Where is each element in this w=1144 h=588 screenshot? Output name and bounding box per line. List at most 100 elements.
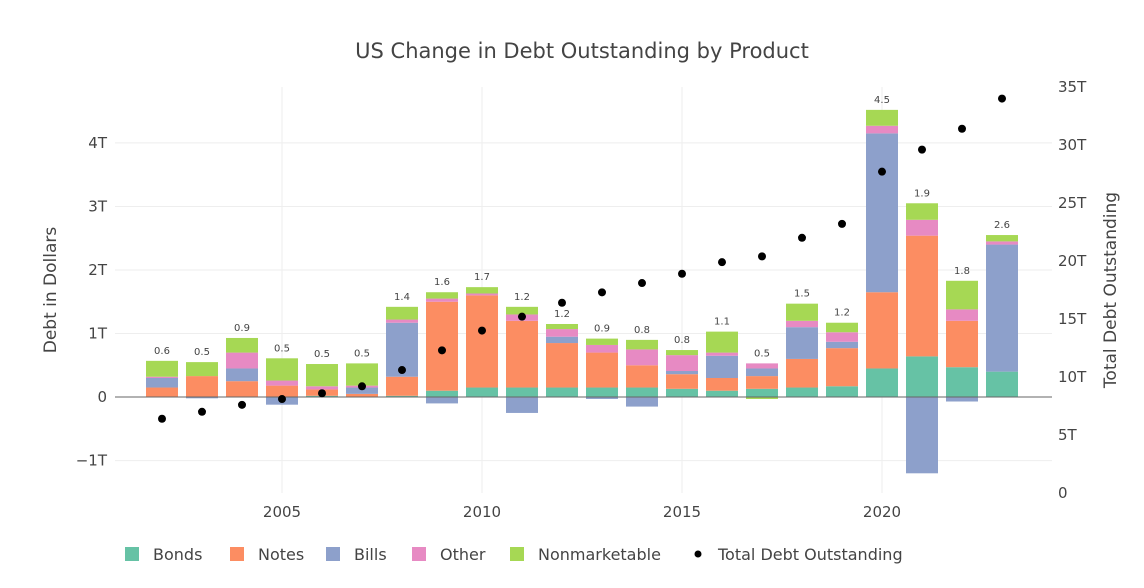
bar-other-2018	[786, 320, 818, 328]
bar-nonmarketable-2010	[466, 287, 498, 294]
bar-bonds-2019	[826, 386, 858, 398]
bars	[146, 109, 1018, 474]
y2-tick-label: 10T	[1058, 368, 1087, 386]
bar-bills-2017	[746, 368, 778, 377]
bar-bills-2022	[946, 397, 978, 402]
bar-bonds-2021	[906, 356, 938, 398]
total-debt-point-2008	[398, 366, 406, 375]
bar-notes-2013	[586, 352, 618, 388]
y2-axis-title: Total Debt Outstanding	[1101, 192, 1121, 389]
bar-nonmarketable-2002	[146, 360, 178, 377]
bar-bills-2021	[906, 397, 938, 474]
bar-notes-2018	[786, 358, 818, 388]
bar-bonds-2012	[546, 387, 578, 398]
data-label-2017: 0.5	[754, 348, 770, 359]
total-debt-point-2009	[438, 346, 446, 355]
bar-nonmarketable-2003	[186, 362, 218, 377]
total-debt-point-2013	[598, 288, 606, 297]
data-label-2016: 1.1	[714, 317, 730, 328]
legend-marker-other	[412, 547, 426, 561]
bar-other-2015	[666, 355, 698, 372]
bar-bonds-2008	[386, 395, 418, 398]
legend-label-other: Other	[440, 545, 486, 564]
bar-notes-2011	[506, 320, 538, 388]
data-label-2015: 0.8	[674, 335, 690, 346]
bar-notes-2019	[826, 348, 858, 387]
gridlines	[115, 87, 1052, 493]
data-label-2003: 0.5	[194, 347, 210, 358]
data-label-2011: 1.2	[514, 292, 530, 303]
y2-tick-label: 20T	[1058, 252, 1087, 270]
bar-notes-2021	[906, 235, 938, 357]
data-label-2023: 2.6	[994, 220, 1010, 231]
total-debt-point-2014	[638, 279, 646, 288]
data-label-2021: 1.9	[914, 188, 930, 199]
bar-bonds-2013	[586, 387, 618, 398]
bar-bonds-2020	[866, 368, 898, 398]
bar-bills-2009	[426, 397, 458, 404]
data-label-2012: 1.2	[554, 309, 570, 320]
total-debt-point-2023	[998, 94, 1006, 103]
total-debt-point-2006	[318, 389, 326, 398]
bar-bills-2014	[626, 397, 658, 407]
bar-other-2012	[546, 329, 578, 337]
y-tick-label: −1T	[76, 452, 108, 470]
y2-tick-label: 30T	[1058, 136, 1087, 154]
bar-notes-2007	[346, 393, 378, 398]
data-label-2007: 0.5	[354, 348, 370, 359]
legend-label-notes: Notes	[258, 545, 304, 564]
data-label-2013: 0.9	[594, 324, 610, 335]
total-debt-points	[158, 94, 1006, 423]
total-debt-point-2021	[918, 145, 926, 154]
total-debt-point-2005	[278, 395, 286, 404]
bar-bonds-2017	[746, 388, 778, 398]
bar-bonds-2011	[506, 387, 538, 398]
data-label-2002: 0.6	[154, 346, 170, 357]
bar-nonmarketable-2020	[866, 109, 898, 126]
bar-other-2019	[826, 332, 858, 342]
bar-other-2020	[866, 125, 898, 134]
total-debt-point-2007	[358, 382, 366, 391]
bar-other-2014	[626, 349, 658, 366]
legend-marker-bills	[326, 547, 340, 561]
data-label-2009: 1.6	[434, 277, 450, 288]
y-tick-label: 1T	[88, 325, 108, 343]
y-tick-label: 2T	[88, 261, 108, 279]
data-label-2005: 0.5	[274, 343, 290, 354]
legend-marker-notes	[230, 547, 244, 561]
bar-nonmarketable-2017	[746, 397, 778, 399]
bar-other-2009	[426, 298, 458, 302]
bar-notes-2022	[946, 320, 978, 368]
bar-nonmarketable-2022	[946, 280, 978, 310]
total-debt-point-2019	[838, 219, 846, 228]
bar-bills-2002	[146, 377, 178, 388]
bar-other-2017	[746, 363, 778, 369]
bar-nonmarketable-2013	[586, 338, 618, 345]
bar-notes-2010	[466, 295, 498, 388]
bar-bonds-2018	[786, 387, 818, 398]
bar-bills-2012	[546, 336, 578, 344]
bar-other-2004	[226, 352, 258, 369]
bar-bonds-2009	[426, 390, 458, 398]
data-label-2010: 1.7	[474, 272, 490, 283]
y-tick-label: 4T	[88, 134, 108, 152]
bar-nonmarketable-2011	[506, 306, 538, 315]
bar-bonds-2010	[466, 387, 498, 398]
total-debt-point-2012	[558, 298, 566, 307]
bar-nonmarketable-2004	[226, 337, 258, 353]
bar-notes-2009	[426, 301, 458, 391]
total-debt-point-2002	[158, 414, 166, 423]
bar-nonmarketable-2018	[786, 303, 818, 321]
bar-nonmarketable-2021	[906, 203, 938, 220]
bar-nonmarketable-2009	[426, 292, 458, 299]
bar-nonmarketable-2007	[346, 363, 378, 386]
bar-notes-2014	[626, 365, 658, 388]
axes: −1T 0 1T 2T 3T 4T 0 5T 10T 15T 20T 25T 30T 35T 2005 201…	[76, 78, 1087, 521]
y-axis-title: Debt in Dollars	[41, 227, 61, 354]
bar-nonmarketable-2012	[546, 323, 578, 330]
bar-notes-2017	[746, 376, 778, 389]
data-label-2019: 1.2	[834, 308, 850, 319]
bar-other-2016	[706, 352, 738, 356]
legend: Bonds Notes Bills Other Nonmarketable Total D…	[125, 545, 903, 564]
